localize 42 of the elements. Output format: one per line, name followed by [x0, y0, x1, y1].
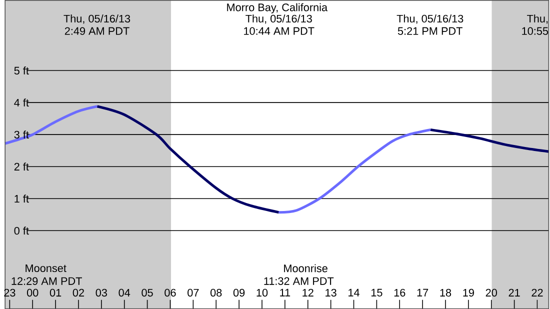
x-tick-label: 16 — [394, 288, 406, 296]
annotation: Moonrise — [284, 264, 328, 272]
x-tick-label: 07 — [188, 288, 199, 296]
annotation: 10:55 — [522, 27, 548, 35]
x-tick-label: 18 — [440, 288, 452, 296]
x-tick-label: 20 — [486, 288, 497, 296]
x-tick-label: 09 — [233, 288, 245, 296]
x-tick-label: 02 — [72, 288, 84, 296]
y-tick-label: 5 ft — [14, 66, 29, 74]
x-tick-label: 14 — [348, 288, 360, 296]
x-tick-label: 03 — [96, 288, 107, 296]
x-tick-label: 19 — [463, 288, 474, 296]
annotation: 11:32 AM PDT — [264, 277, 334, 285]
x-tick-label: 10 — [256, 288, 268, 296]
y-tick-label: 4 ft — [14, 98, 29, 106]
x-tick-label: 01 — [50, 288, 62, 296]
chart-title: Morro Bay, California — [227, 3, 328, 14]
annotation: Moonset — [26, 264, 66, 272]
x-tick-label: 04 — [118, 288, 130, 296]
x-tick-label: 22 — [532, 288, 543, 296]
x-tick-label: 15 — [371, 288, 382, 296]
y-tick-label: 3 ft — [14, 130, 29, 138]
x-tick-label: 12 — [302, 288, 314, 296]
annotation: Thu, 05/16/13 — [64, 14, 130, 24]
x-tick-label: 17 — [417, 288, 428, 296]
y-tick-label: 2 ft — [14, 162, 29, 170]
x-tick-label: 08 — [210, 288, 222, 296]
annotation: 10:44 AM PDT — [244, 27, 314, 35]
x-tick-label: 13 — [326, 288, 336, 296]
x-tick-label: 00 — [26, 288, 38, 296]
annotation: Thu, — [527, 14, 548, 24]
annotation: 5:21 PM PDT — [398, 27, 462, 35]
x-tick-label: 11 — [280, 288, 290, 296]
annotation: 12:29 AM PDT — [12, 277, 82, 285]
y-tick-label: 1 ft — [14, 194, 29, 203]
x-tick-label: 05 — [142, 288, 153, 296]
annotation: 2:49 AM PDT — [64, 27, 130, 35]
x-tick-label: 21 — [508, 288, 520, 296]
x-tick-label: 06 — [164, 288, 176, 296]
annotation: Thu, 05/16/13 — [246, 14, 312, 24]
annotation: Thu, 05/16/13 — [396, 14, 464, 24]
y-tick-label: 0 ft — [14, 226, 29, 235]
